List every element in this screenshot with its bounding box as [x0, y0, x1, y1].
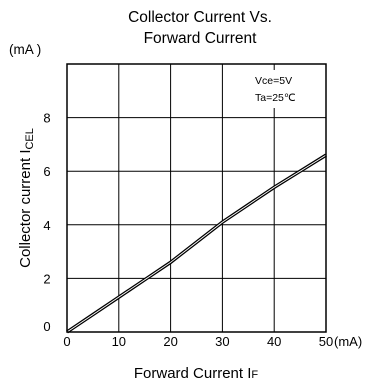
chart-title-line2: Forward Current [144, 30, 258, 47]
x-tick-label: 20 [163, 334, 177, 349]
grid-layer [67, 64, 326, 332]
x-axis-unit: (mA) [334, 334, 362, 349]
condition-vce: Vce=5V [255, 75, 292, 87]
chart-title-line1: Collector Current Vs. [128, 9, 272, 26]
y-tick-label: 4 [43, 218, 50, 233]
x-tick-label: 10 [112, 334, 126, 349]
x-tick-label: 0 [63, 334, 70, 349]
y-tick-label: 8 [43, 111, 50, 126]
series-layer [66, 153, 327, 334]
x-tick-label: 40 [267, 334, 281, 349]
x-tick-label: 50 [319, 334, 333, 349]
x-axis-label-sub: F [251, 369, 258, 381]
tick-layer: 0 10 20 30 40 50 0 2 4 6 8 [43, 111, 333, 349]
y-axis-unit: (mA ) [9, 42, 41, 57]
y-axis-label-main: Collector current I [17, 150, 34, 268]
y-tick-label: 2 [43, 271, 50, 286]
x-tick-label: 30 [215, 334, 229, 349]
y-tick-label: 0 [43, 319, 50, 334]
series-line-inner [66, 154, 327, 333]
plot-frame [66, 63, 327, 333]
y-tick-label: 6 [43, 164, 50, 179]
condition-ta: Ta=25℃ [255, 92, 296, 104]
y-axis-label: Collector current ICEL [17, 128, 36, 268]
x-axis-label-main: Forward Current I [134, 365, 252, 382]
conditions-box [240, 70, 320, 108]
y-axis-label-sub: CEL [24, 128, 36, 149]
x-axis-label: Forward Current IF [134, 365, 259, 382]
